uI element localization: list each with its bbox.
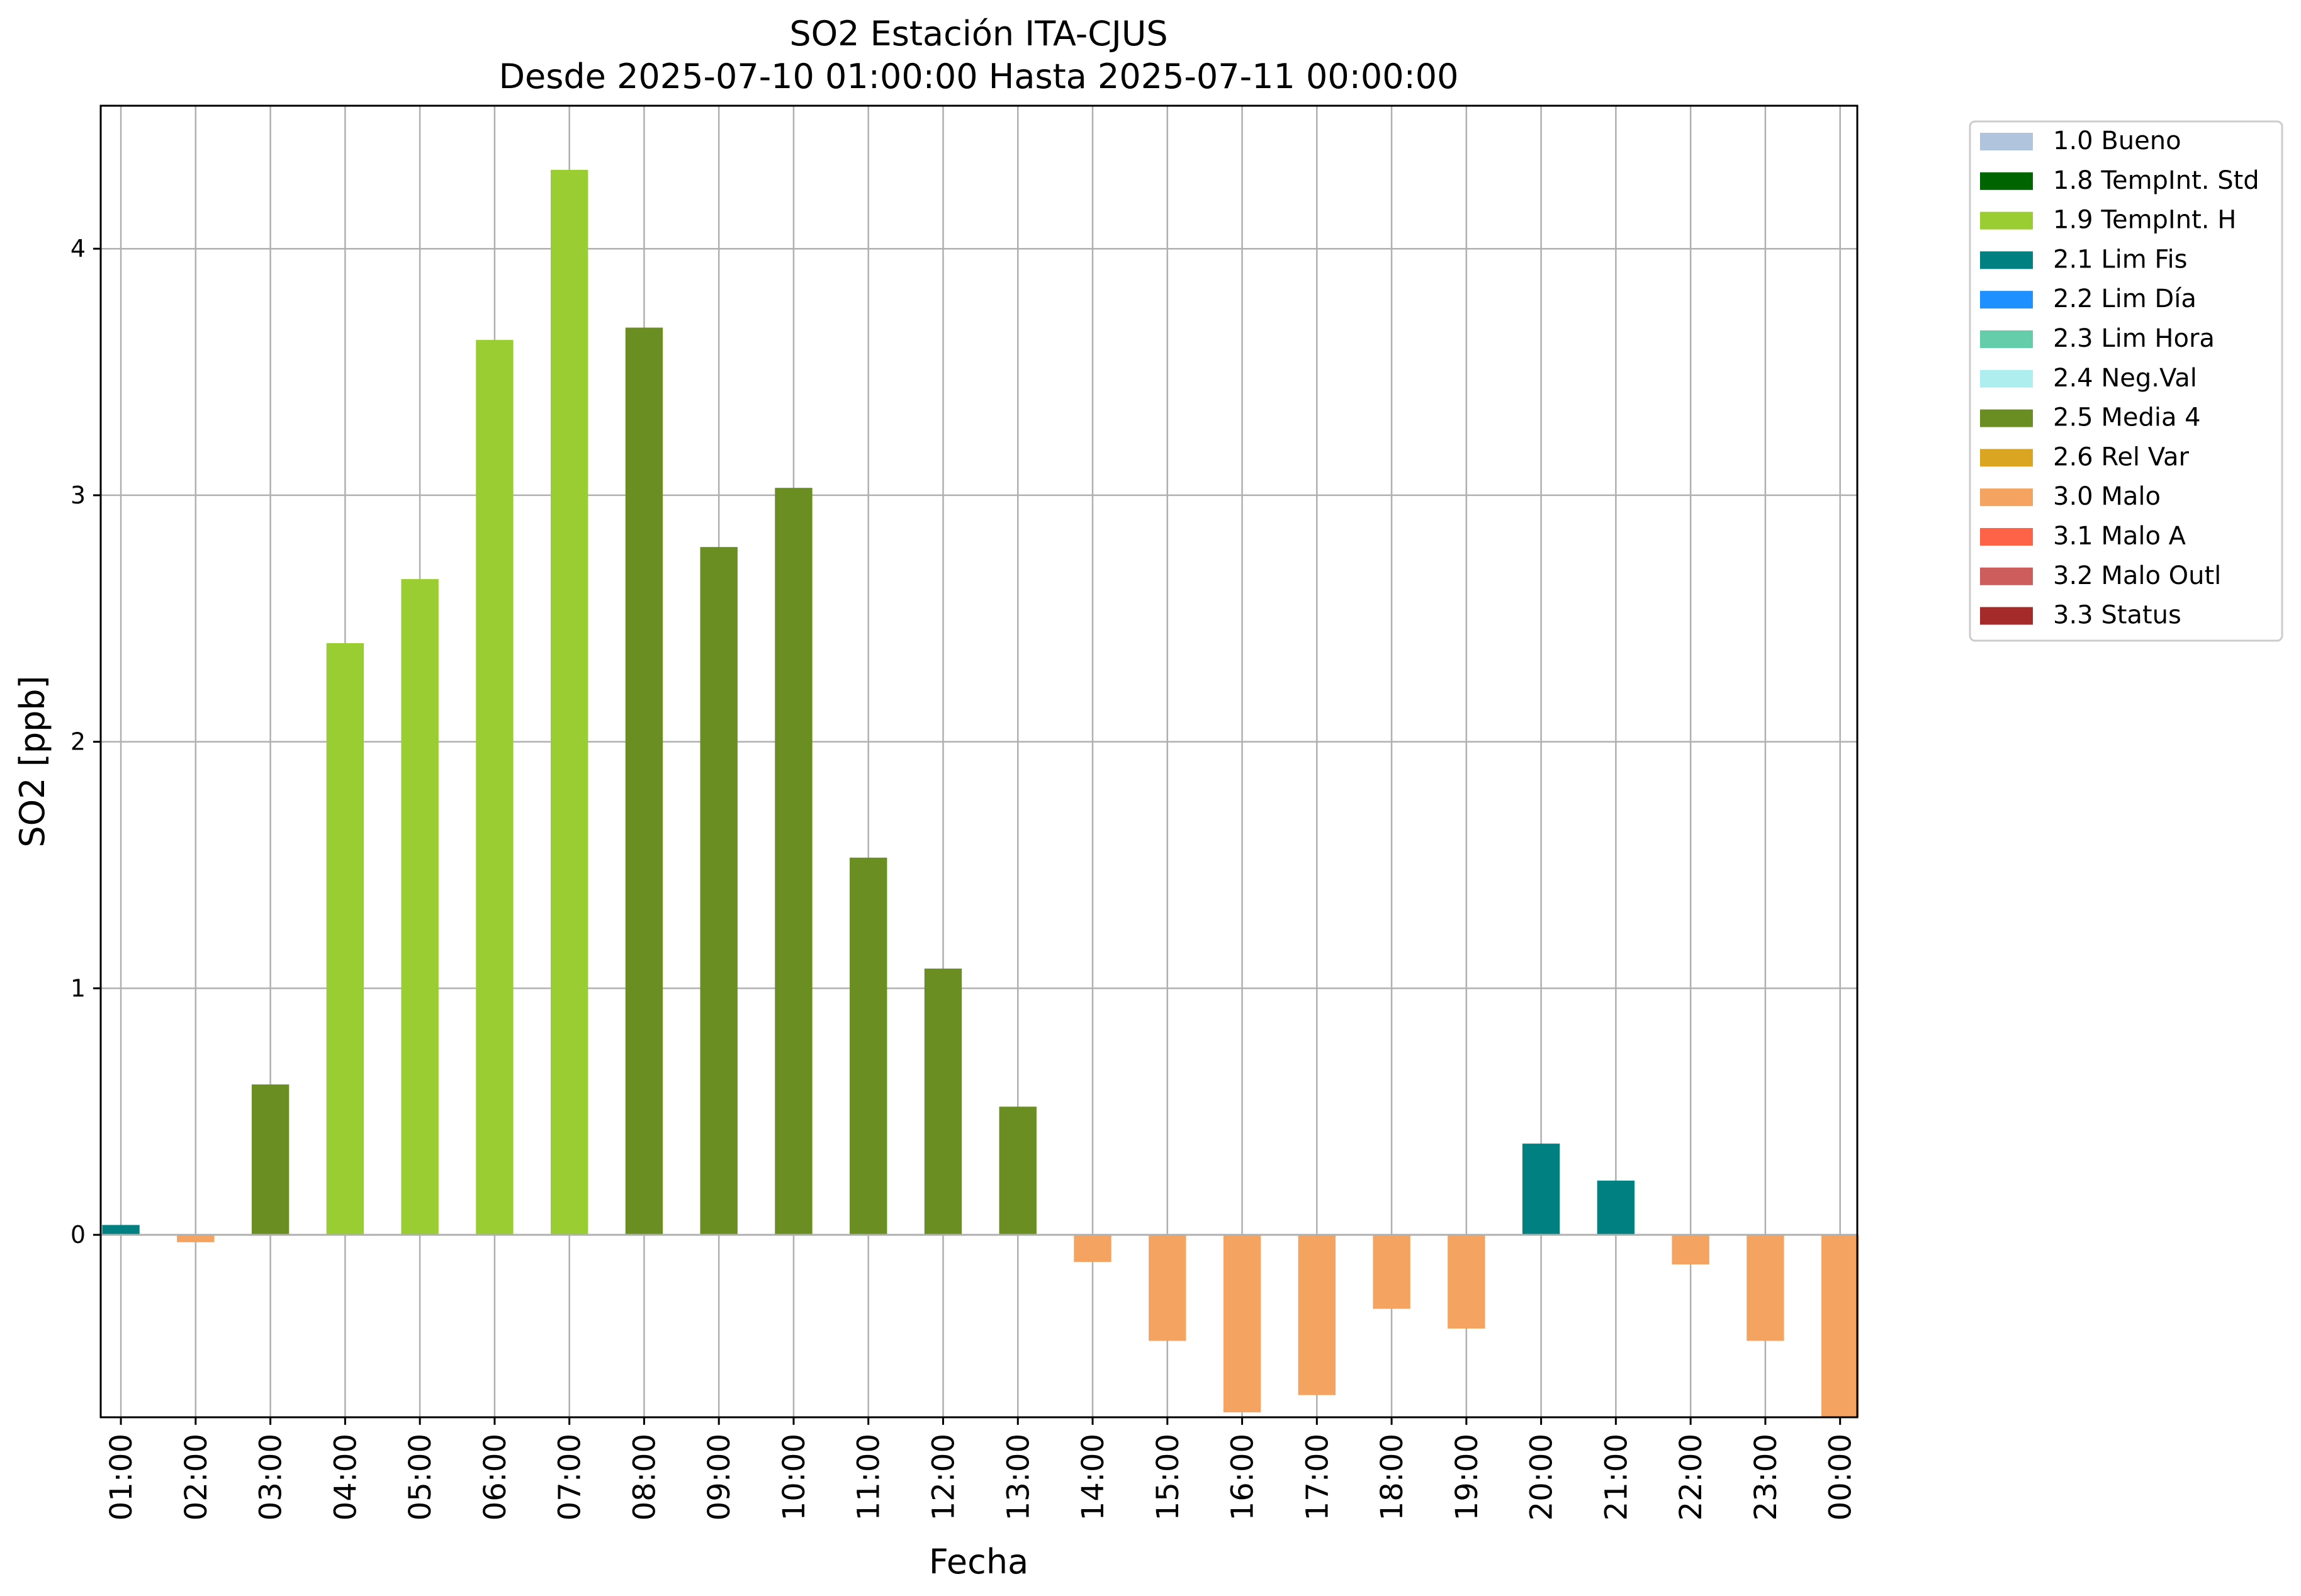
x-tick-label: 22:00: [1674, 1434, 1709, 1520]
bar-0900: [700, 547, 738, 1235]
legend-swatch: [1980, 330, 2033, 348]
legend-swatch: [1980, 449, 2033, 467]
bar-1400: [1074, 1235, 1111, 1262]
bar-0300: [251, 1084, 290, 1235]
bar-2100: [1597, 1180, 1635, 1235]
x-tick-label: 05:00: [403, 1434, 438, 1520]
legend-swatch: [1980, 567, 2033, 585]
legend-swatch: [1980, 251, 2033, 269]
legend-label: 1.8 TempInt. Std: [2053, 166, 2259, 195]
bar-1700: [1298, 1235, 1336, 1395]
x-tick-label: 21:00: [1599, 1434, 1634, 1520]
legend-swatch: [1980, 488, 2033, 507]
y-tick-label: 4: [70, 235, 86, 262]
bar-1300: [999, 1106, 1037, 1235]
bar-2300: [1747, 1235, 1784, 1341]
legend-label: 2.2 Lim Día: [2053, 284, 2197, 313]
grid-lines: [101, 106, 1857, 1417]
legend-swatch: [1980, 133, 2033, 150]
bar-1500: [1149, 1235, 1186, 1341]
x-axis-label: Fecha: [929, 1542, 1028, 1582]
plot-frame: [99, 104, 1859, 1419]
bar-0500: [401, 579, 439, 1235]
x-tick-label: 14:00: [1076, 1434, 1111, 1520]
x-tick-label: 08:00: [627, 1434, 662, 1520]
x-tick-label: 10:00: [777, 1434, 812, 1520]
y-tick-label: 1: [70, 974, 86, 1002]
x-tick-label: 03:00: [254, 1434, 289, 1520]
legend-label: 2.1 Lim Fis: [2053, 245, 2187, 274]
y-axis-label: SO2 [ppb]: [13, 675, 52, 847]
bar-0400: [326, 643, 364, 1235]
x-tick-label: 12:00: [926, 1434, 961, 1520]
bar-1800: [1373, 1235, 1410, 1309]
chart-title: SO2 Estación ITA-CJUS: [789, 14, 1167, 53]
x-tick-label: 00:00: [1823, 1434, 1859, 1520]
x-tick-label: 09:00: [702, 1434, 737, 1520]
legend-swatch: [1980, 291, 2033, 309]
legend-label: 2.6 Rel Var: [2053, 442, 2190, 471]
legend-label: 1.0 Bueno: [2053, 126, 2181, 155]
x-tick-label: 01:00: [104, 1434, 139, 1520]
legend-swatch: [1980, 211, 2033, 230]
legend-entries: 1.0 Bueno 1.8 TempInt. Std 1.9 TempInt. H 2…: [1980, 126, 2259, 630]
legend-label: 2.3 Lim Hora: [2053, 324, 2215, 353]
legend-swatch: [1980, 172, 2033, 190]
x-tick-label: 19:00: [1449, 1434, 1485, 1520]
bar-1200: [924, 969, 962, 1235]
legend-label: 3.2 Malo Outl: [2053, 561, 2221, 590]
bar-0700: [550, 169, 588, 1235]
legend-label: 2.5 Media 4: [2053, 403, 2201, 432]
y-axis-ticks: 0 1 2 3 4: [70, 235, 101, 1249]
legend-label: 3.3 Status: [2053, 601, 2181, 630]
bar-1000: [775, 488, 813, 1235]
y-tick-label: 3: [70, 481, 86, 509]
x-tick-label: 17:00: [1300, 1434, 1335, 1520]
legend-label: 1.9 TempInt. H: [2053, 206, 2236, 235]
bar-1600: [1223, 1235, 1261, 1413]
legend-box: [1969, 120, 2283, 642]
bar-1100: [850, 857, 887, 1235]
x-tick-label: 07:00: [553, 1434, 588, 1520]
legend-swatch: [1980, 528, 2033, 546]
x-tick-label: 16:00: [1225, 1434, 1261, 1520]
bar-2200: [1672, 1235, 1709, 1265]
y-tick-label: 2: [70, 728, 86, 756]
bar-0200: [177, 1235, 215, 1242]
bar-1900: [1448, 1235, 1485, 1329]
legend-swatch: [1980, 607, 2033, 625]
legend-label: 3.1 Malo A: [2053, 522, 2186, 551]
y-tick-label: 0: [70, 1221, 86, 1249]
x-axis-ticks: 01:00 02:00 03:00 04:00 05:00 06:00 07:00 08:00…: [104, 1417, 1859, 1520]
legend-label: 2.4 Neg.Val: [2053, 364, 2197, 393]
legend: 1.0 Bueno 1.8 TempInt. Std 1.9 TempInt. H 2…: [1969, 120, 2283, 642]
x-tick-label: 06:00: [478, 1434, 513, 1520]
chart-subtitle: Desde 2025-07-10 01:00:00 Hasta 2025-07-…: [498, 57, 1458, 96]
x-tick-label: 02:00: [179, 1434, 214, 1520]
x-tick-label: 18:00: [1375, 1434, 1410, 1520]
x-tick-label: 11:00: [852, 1434, 887, 1520]
bars: [102, 169, 1859, 1417]
legend-swatch: [1980, 409, 2033, 427]
bar-0600: [476, 340, 514, 1235]
x-tick-label: 04:00: [328, 1434, 363, 1520]
legend-label: 3.0 Malo: [2053, 482, 2161, 511]
bar-0800: [625, 327, 663, 1235]
x-tick-label: 20:00: [1524, 1434, 1560, 1520]
x-tick-label: 23:00: [1748, 1434, 1784, 1520]
x-tick-label: 13:00: [1001, 1434, 1036, 1520]
x-tick-label: 15:00: [1150, 1434, 1186, 1520]
legend-swatch: [1980, 369, 2033, 388]
bar-2000: [1522, 1144, 1560, 1235]
bar-0100: [102, 1225, 140, 1235]
bar-0000: [1821, 1235, 1859, 1417]
